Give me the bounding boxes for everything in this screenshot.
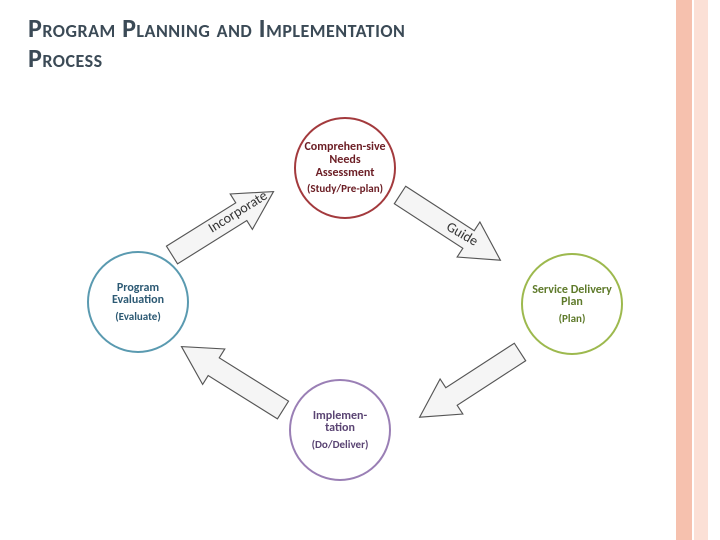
node-service-plan-title: Service Delivery Plan xyxy=(529,284,615,309)
process-diagram: Incorporate Guide Comprehen-sive Needs A… xyxy=(0,0,720,540)
node-implementation-sub: (Do/Deliver) xyxy=(312,439,369,451)
arrow-bottom-left xyxy=(170,329,294,428)
node-assessment-title: Comprehen-sive Needs Assessment xyxy=(302,141,388,179)
node-evaluation-sub: (Evaluate) xyxy=(115,311,161,323)
node-implementation-title-b: tation xyxy=(325,422,355,435)
node-evaluation: Program Evaluation (Evaluate) xyxy=(87,251,189,353)
node-evaluation-title: Program Evaluation xyxy=(95,282,181,307)
node-service-plan: Service Delivery Plan (Plan) xyxy=(521,253,623,355)
node-service-plan-sub: (Plan) xyxy=(559,313,586,325)
node-assessment-sub: (Study/Pre-plan) xyxy=(307,183,383,195)
node-assessment: Comprehen-sive Needs Assessment (Study/P… xyxy=(294,117,396,219)
node-implementation: Implemen- tation (Do/Deliver) xyxy=(289,379,391,481)
arrow-right-bottom xyxy=(408,334,531,434)
